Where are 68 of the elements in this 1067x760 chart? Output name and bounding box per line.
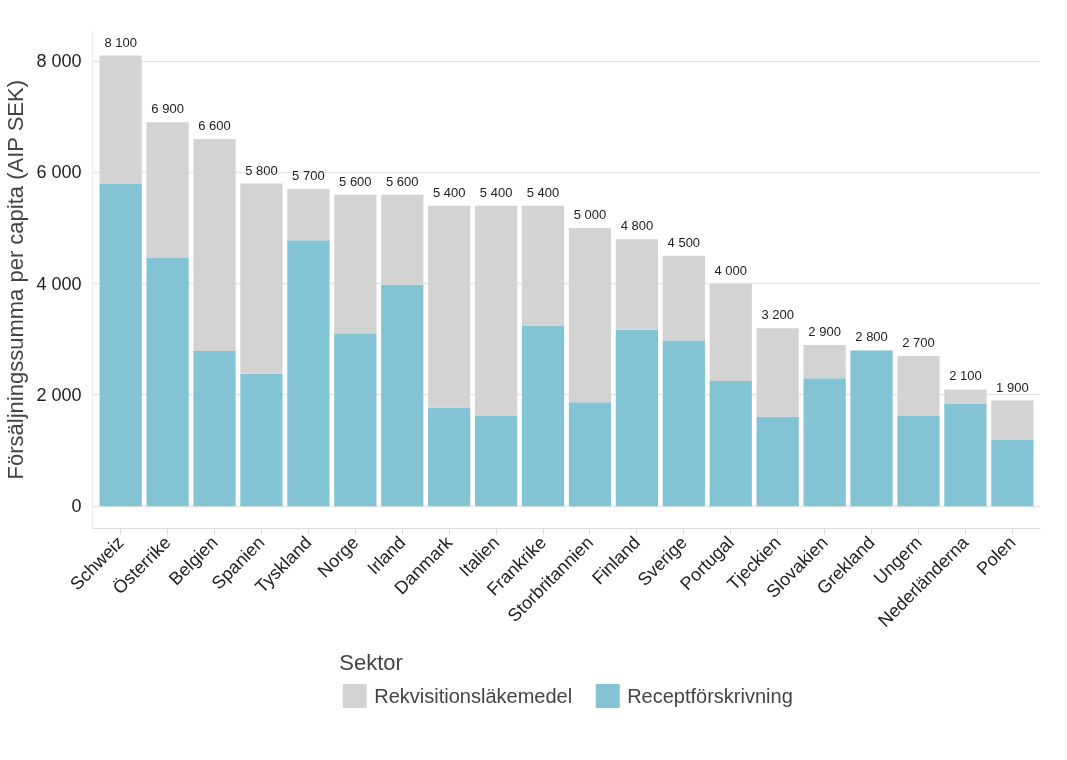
total-label: 5 600 — [339, 173, 372, 189]
bar — [381, 284, 424, 507]
bar — [615, 329, 659, 507]
bar — [287, 189, 330, 241]
bar — [944, 403, 987, 507]
bar — [474, 415, 518, 507]
bar — [615, 239, 659, 330]
total-label: 5 800 — [245, 162, 278, 178]
bar — [240, 183, 283, 374]
total-label: 4 000 — [714, 262, 748, 278]
total-label: 2 800 — [855, 329, 888, 345]
bar — [991, 439, 1034, 507]
bar — [521, 205, 565, 326]
bar — [803, 344, 846, 379]
bar — [897, 415, 940, 507]
bar — [897, 356, 940, 416]
total-label: 5 600 — [385, 173, 419, 189]
total-label: 3 200 — [761, 307, 794, 323]
total-label: 6 900 — [151, 101, 184, 117]
total-label: 5 700 — [292, 168, 325, 184]
y-tick-label: 0 — [71, 496, 82, 517]
bar — [568, 228, 612, 403]
bar — [568, 402, 612, 507]
bar — [240, 373, 283, 507]
bar — [99, 183, 142, 507]
bar — [287, 240, 330, 507]
total-label: 8 100 — [104, 34, 137, 50]
bar — [803, 378, 846, 507]
bar — [146, 122, 189, 258]
bar — [756, 416, 799, 507]
legend-label: Rekvisitionsläkemedel — [374, 684, 573, 707]
y-tick-label: 8 000 — [36, 51, 82, 72]
bar — [99, 55, 142, 184]
bar — [709, 381, 752, 507]
total-label: 5 400 — [526, 184, 560, 200]
bar — [756, 328, 799, 417]
bar — [944, 389, 987, 404]
bar — [991, 400, 1034, 440]
bar — [428, 407, 471, 507]
total-label: 2 900 — [808, 323, 841, 339]
bar — [709, 283, 752, 382]
y-tick-label: 6 000 — [36, 162, 82, 183]
total-label: 2 700 — [902, 335, 935, 351]
bar — [334, 194, 377, 334]
bar — [428, 205, 471, 408]
y-axis-title: Försäljningssumma per capita (AIP SEK) — [3, 79, 29, 480]
legend-title: Sektor — [339, 649, 404, 676]
bar — [146, 257, 189, 507]
total-label: 5 400 — [432, 184, 466, 200]
bar — [334, 333, 377, 507]
bar — [474, 205, 518, 416]
total-label: 2 100 — [949, 368, 982, 384]
total-label: 5 000 — [573, 207, 607, 223]
legend-label: Receptförskrivning — [627, 684, 793, 707]
total-label: 4 800 — [620, 218, 654, 234]
total-label: 4 500 — [667, 234, 701, 250]
bar — [381, 194, 424, 285]
bar — [193, 139, 236, 351]
total-label: 6 600 — [198, 118, 231, 133]
y-tick-label: 4 000 — [36, 273, 82, 294]
bar — [850, 350, 893, 507]
bar — [193, 351, 236, 507]
y-tick-label: 2 000 — [36, 384, 82, 405]
bar — [662, 255, 705, 341]
bar — [662, 340, 705, 507]
total-label: 5 400 — [479, 184, 513, 200]
total-label: 1 900 — [996, 379, 1029, 395]
bar — [521, 325, 565, 507]
